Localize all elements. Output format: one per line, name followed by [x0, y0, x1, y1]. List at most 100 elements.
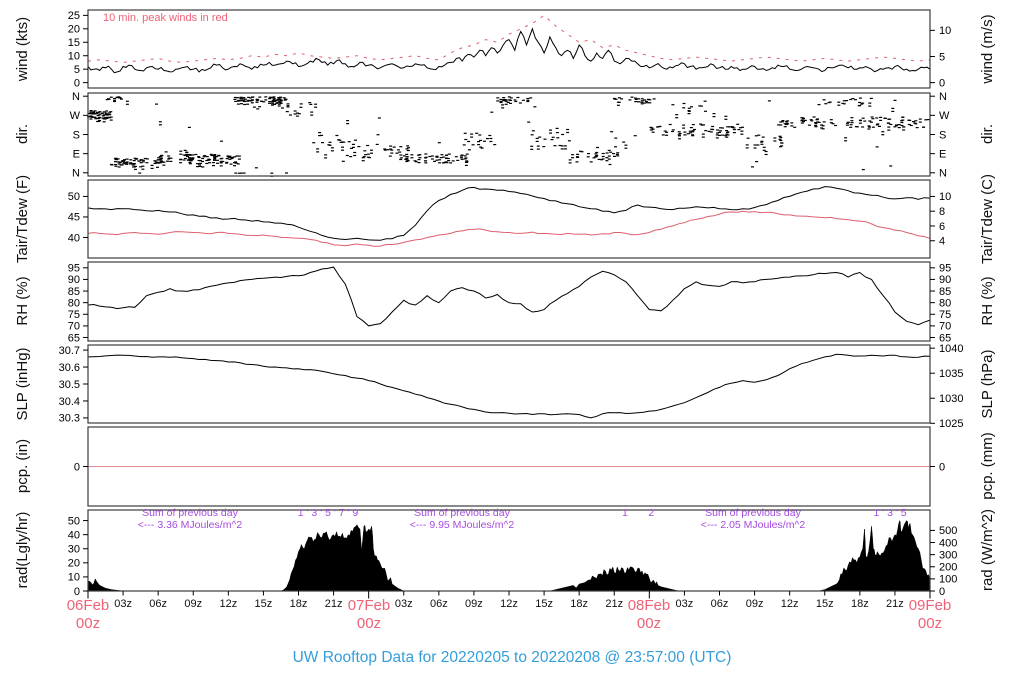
- dir-mark: [185, 151, 189, 153]
- dir-mark: [113, 100, 116, 103]
- dir-mark: [271, 101, 274, 103]
- dir-mark: [849, 98, 853, 101]
- dir-mark: [918, 121, 922, 123]
- dir-mark: [198, 165, 202, 167]
- dir-mark: [850, 122, 854, 124]
- dir-mark: [506, 101, 510, 103]
- dir-mark: [719, 127, 722, 129]
- dir-mark: [234, 100, 238, 102]
- dir-mark: [543, 138, 547, 140]
- dir-mark: [849, 126, 853, 128]
- dir-mark: [596, 146, 599, 149]
- dir-mark: [773, 140, 777, 142]
- dir-mark: [530, 134, 534, 136]
- xtick-label-minor: 15z: [255, 598, 273, 610]
- dir-mark: [756, 144, 760, 146]
- dir-mark: [816, 118, 820, 120]
- dir-mark: [217, 154, 221, 156]
- dir-mark: [98, 116, 102, 119]
- dir-mark: [624, 147, 628, 149]
- dir-mark: [145, 158, 149, 160]
- ytick-label-left: 65: [68, 332, 80, 344]
- ytick-label-right: 1040: [939, 343, 963, 355]
- dir-mark: [139, 166, 143, 168]
- dir-mark: [652, 98, 656, 100]
- dir-mark: [251, 99, 254, 101]
- dir-mark: [239, 98, 243, 100]
- dir-mark: [587, 153, 590, 155]
- dir-mark: [740, 130, 744, 132]
- dir-mark: [790, 125, 794, 127]
- dir-mark: [726, 131, 729, 134]
- dir-mark: [285, 172, 288, 174]
- dir-mark: [489, 140, 493, 143]
- dir-mark: [597, 158, 601, 160]
- dir-mark: [216, 159, 219, 161]
- dir-mark: [417, 162, 421, 164]
- dir-mark: [868, 120, 872, 122]
- dir-mark: [354, 139, 357, 141]
- dir-mark: [113, 99, 117, 101]
- dir-mark: [566, 128, 570, 131]
- dir-mark: [268, 102, 271, 104]
- dir-mark: [345, 154, 349, 157]
- dir-mark: [254, 167, 258, 169]
- dir-mark: [314, 103, 318, 105]
- dir-mark: [96, 115, 100, 117]
- dir-mark: [299, 106, 303, 108]
- dir-mark: [277, 103, 281, 105]
- ylabel-rad-lgly: rad(Lgly/hr): [14, 511, 31, 589]
- dir-mark: [375, 143, 379, 145]
- ytick-label-right: E: [939, 148, 946, 160]
- ytick-label-left: 80: [68, 297, 80, 309]
- ytick-label-right: 95: [939, 263, 951, 275]
- dir-mark: [274, 102, 278, 104]
- dir-mark: [777, 124, 781, 126]
- dir-mark: [295, 112, 299, 114]
- dir-mark: [101, 117, 105, 119]
- dir-mark: [239, 97, 243, 99]
- dir-mark: [117, 166, 121, 168]
- dir-mark: [924, 119, 928, 121]
- dir-mark: [571, 154, 575, 156]
- dir-mark: [187, 154, 191, 156]
- dir-mark: [158, 121, 162, 123]
- dir-mark: [162, 161, 166, 163]
- dir-mark: [470, 133, 474, 135]
- dir-mark: [701, 136, 705, 138]
- dir-mark: [198, 164, 201, 166]
- dir-mark: [451, 160, 455, 162]
- dir-mark: [268, 101, 272, 103]
- dir-mark: [737, 129, 741, 131]
- dir-mark: [96, 111, 99, 113]
- xlabel-time-09feb: 00z: [917, 615, 943, 632]
- dir-mark: [424, 160, 427, 162]
- dir-mark: [205, 159, 209, 162]
- dir-mark: [844, 137, 848, 139]
- dir-mark: [194, 153, 198, 156]
- dir-mark: [854, 99, 857, 101]
- dir-mark: [208, 162, 212, 164]
- dir-mark: [822, 99, 826, 101]
- dir-mark: [362, 156, 366, 158]
- dir-mark: [686, 133, 690, 135]
- dir-mark: [252, 106, 256, 108]
- dir-mark: [687, 110, 691, 112]
- dir-mark: [586, 156, 590, 158]
- dir-mark: [783, 123, 787, 125]
- dir-mark: [699, 123, 703, 125]
- dir-mark: [141, 168, 145, 170]
- dir-mark: [601, 152, 605, 155]
- dir-mark: [687, 107, 691, 109]
- dir-mark: [205, 156, 209, 158]
- dir-mark: [250, 102, 254, 104]
- dir-mark: [113, 161, 117, 163]
- dir-mark: [762, 149, 766, 151]
- dir-mark: [157, 157, 161, 159]
- dir-mark: [467, 149, 471, 151]
- dir-mark: [677, 131, 681, 133]
- dir-mark: [316, 151, 320, 153]
- dir-mark: [435, 156, 439, 158]
- dir-mark: [405, 148, 409, 150]
- dir-mark: [868, 126, 871, 128]
